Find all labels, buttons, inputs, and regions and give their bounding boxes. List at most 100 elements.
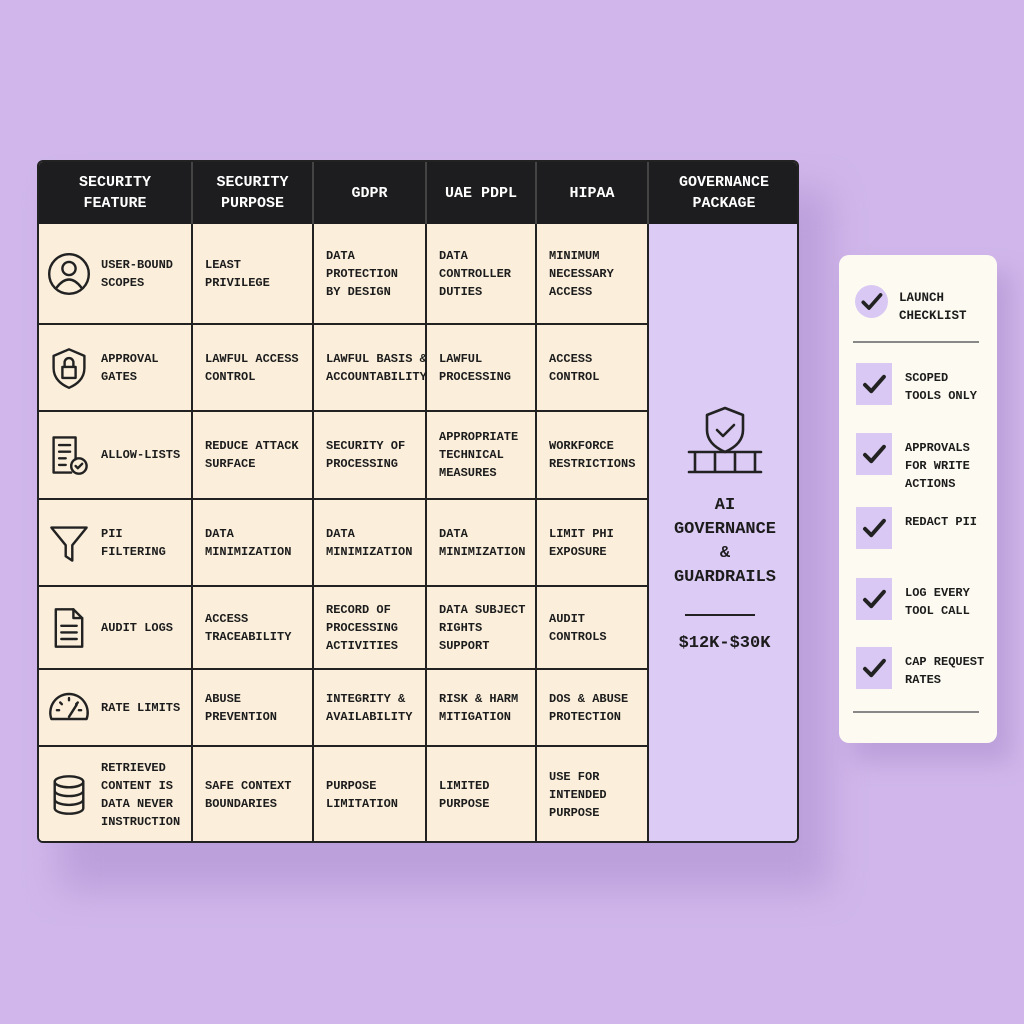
check-icon — [863, 374, 886, 394]
cell-text: USER-BOUND SCOPES — [101, 257, 174, 290]
cell-text: APPROVAL GATES — [101, 351, 159, 384]
check-box — [856, 578, 892, 620]
table-cell: AUDIT LOGS — [39, 587, 193, 670]
cell-text: LIMIT PHI EXPOSURE — [549, 526, 614, 559]
package-icon — [687, 406, 763, 474]
cell-text: DATA PROTECTION BY DESIGN — [326, 248, 399, 299]
table-cell: DATA CONTROLLER DUTIES — [427, 224, 537, 325]
table-cell: DOS & ABUSE PROTECTION — [537, 670, 649, 747]
check-box — [856, 363, 892, 405]
table-cell: DATA MINIMIZATION — [314, 500, 427, 587]
feature-icon — [49, 692, 89, 720]
cell-text: AUDIT CONTROLS — [549, 611, 607, 644]
cell-text: DATA MINIMIZATION — [439, 526, 526, 559]
table-cell: RATE LIMITS — [39, 670, 193, 747]
feature-icon — [54, 607, 84, 648]
table-cell: PII FILTERING — [39, 500, 193, 587]
feature-icon — [53, 775, 85, 815]
cell-text: ALLOW-LISTS — [101, 448, 181, 462]
table-cell: REDUCE ATTACK SURFACE — [193, 412, 314, 500]
divider — [685, 614, 755, 616]
cell-text: APPROPRIATE TECHNICAL MEASURES — [439, 430, 519, 480]
package-panel: AI GOVERNANCE & GUARDRAILS $12K-$30K — [649, 224, 797, 841]
cell-text: LIMITED PURPOSE — [439, 779, 490, 811]
table-cell: LIMITED PURPOSE — [427, 747, 537, 841]
cell-text: RATE LIMITS — [101, 700, 181, 715]
table-cell: ACCESS CONTROL — [537, 325, 649, 412]
table-cell: USE FOR INTENDED PURPOSE — [537, 747, 649, 841]
table-cell: DATA SUBJECT RIGHTS SUPPORT — [427, 587, 537, 670]
package-title: AI GOVERNANCE & GUARDRAILS — [673, 496, 777, 587]
table-cell: LIMIT PHI EXPOSURE — [537, 500, 649, 587]
cell-text: REDUCE ATTACK SURFACE — [205, 439, 299, 471]
cell-text: RISK & HARM MITIGATION — [439, 691, 519, 724]
header-cell: UAE PDPL — [427, 162, 537, 224]
cell-text: AUDIT LOGS — [101, 620, 174, 635]
header-cell: GDPR — [314, 162, 427, 224]
divider — [853, 711, 979, 713]
table-cell: APPROPRIATE TECHNICAL MEASURES — [427, 412, 537, 500]
table-cell: ACCESS TRACEABILITY — [193, 587, 314, 670]
cell-text: PURPOSE LIMITATION — [326, 779, 399, 811]
table-cell: RISK & HARM MITIGATION — [427, 670, 537, 747]
feature-icon — [50, 525, 88, 562]
checklist-item: REDACT PII — [905, 515, 978, 529]
cell-text: SAFE CONTEXT BOUNDARIES — [205, 779, 292, 811]
title-check — [855, 285, 888, 318]
cell-text: LAWFUL BASIS & ACCOUNTABILITY — [326, 351, 427, 384]
cell-text: RETRIEVED CONTENT IS DATA NEVER INSTRUCT… — [101, 761, 181, 829]
check-icon — [863, 518, 886, 538]
header-cell: SECURITY FEATURE — [39, 162, 193, 224]
table-cell: ALLOW-LISTS — [39, 412, 193, 500]
cell-text: LAWFUL PROCESSING — [439, 351, 512, 384]
table-cell: SAFE CONTEXT BOUNDARIES — [193, 747, 314, 841]
table-cell: RECORD OF PROCESSING ACTIVITIES — [314, 587, 427, 670]
check-icon — [861, 293, 883, 310]
cell-text: ABUSE PREVENTION — [205, 691, 278, 724]
check-box — [856, 507, 892, 549]
feature-icon — [52, 436, 88, 475]
table-cell: APPROVAL GATES — [39, 325, 193, 412]
check-icon — [863, 444, 886, 464]
check-icon — [863, 658, 886, 678]
header-cell: GOVERNANCE PACKAGE — [649, 162, 797, 224]
table: SECURITY FEATURE SECURITY PURPOSE GDPR UAE … — [37, 160, 799, 843]
cell-text: ACCESS CONTROL — [549, 351, 600, 384]
cell-text: LAWFUL ACCESS CONTROL — [205, 351, 299, 384]
divider — [853, 341, 979, 343]
cell-text: RECORD OF PROCESSING ACTIVITIES — [326, 602, 399, 653]
checklist-item: SCOPED TOOLS ONLY — [905, 371, 978, 403]
checklist-item: LOG EVERY TOOL CALL — [905, 586, 970, 618]
cell-text: ACCESS TRACEABILITY — [205, 611, 292, 644]
table-cell: USER-BOUND SCOPES — [39, 224, 193, 325]
package-price: $12K-$30K — [678, 634, 771, 653]
cell-text: DATA MINIMIZATION — [326, 526, 413, 559]
cell-text: DATA SUBJECT RIGHTS SUPPORT — [439, 602, 526, 653]
table-cell: MINIMUM NECESSARY ACCESS — [537, 224, 649, 325]
checklist-item: APPROVALS FOR WRITE ACTIONS — [905, 441, 970, 491]
cell-text: MINIMUM NECESSARY ACCESS — [549, 248, 614, 299]
table-cell: ABUSE PREVENTION — [193, 670, 314, 747]
check-icon — [863, 589, 886, 609]
header-cell: SECURITY PURPOSE — [193, 162, 314, 224]
table-cell: INTEGRITY & AVAILABILITY — [314, 670, 427, 747]
table-cell: PURPOSE LIMITATION — [314, 747, 427, 841]
table-cell: LAWFUL BASIS & ACCOUNTABILITY — [314, 325, 427, 412]
check-box — [856, 647, 892, 689]
checklist-title: LAUNCH CHECKLIST — [899, 291, 967, 323]
cell-text: DATA MINIMIZATION — [205, 526, 292, 559]
checklist-item: CAP REQUEST RATES — [905, 655, 985, 687]
cell-text: DOS & ABUSE PROTECTION — [549, 691, 629, 724]
feature-icon — [52, 347, 86, 389]
cell-text: SECURITY OF PROCESSING — [326, 439, 406, 471]
cell-text: WORKFORCE RESTRICTIONS — [549, 439, 636, 471]
feature-icon — [47, 252, 91, 295]
table-cell: SECURITY OF PROCESSING — [314, 412, 427, 500]
cell-text: DATA CONTROLLER DUTIES — [439, 248, 512, 299]
table-cell: AUDIT CONTROLS — [537, 587, 649, 670]
cell-text: USE FOR INTENDED PURPOSE — [549, 770, 607, 820]
check-box — [856, 433, 892, 475]
table-cell: DATA MINIMIZATION — [193, 500, 314, 587]
header-cell: HIPAA — [537, 162, 649, 224]
